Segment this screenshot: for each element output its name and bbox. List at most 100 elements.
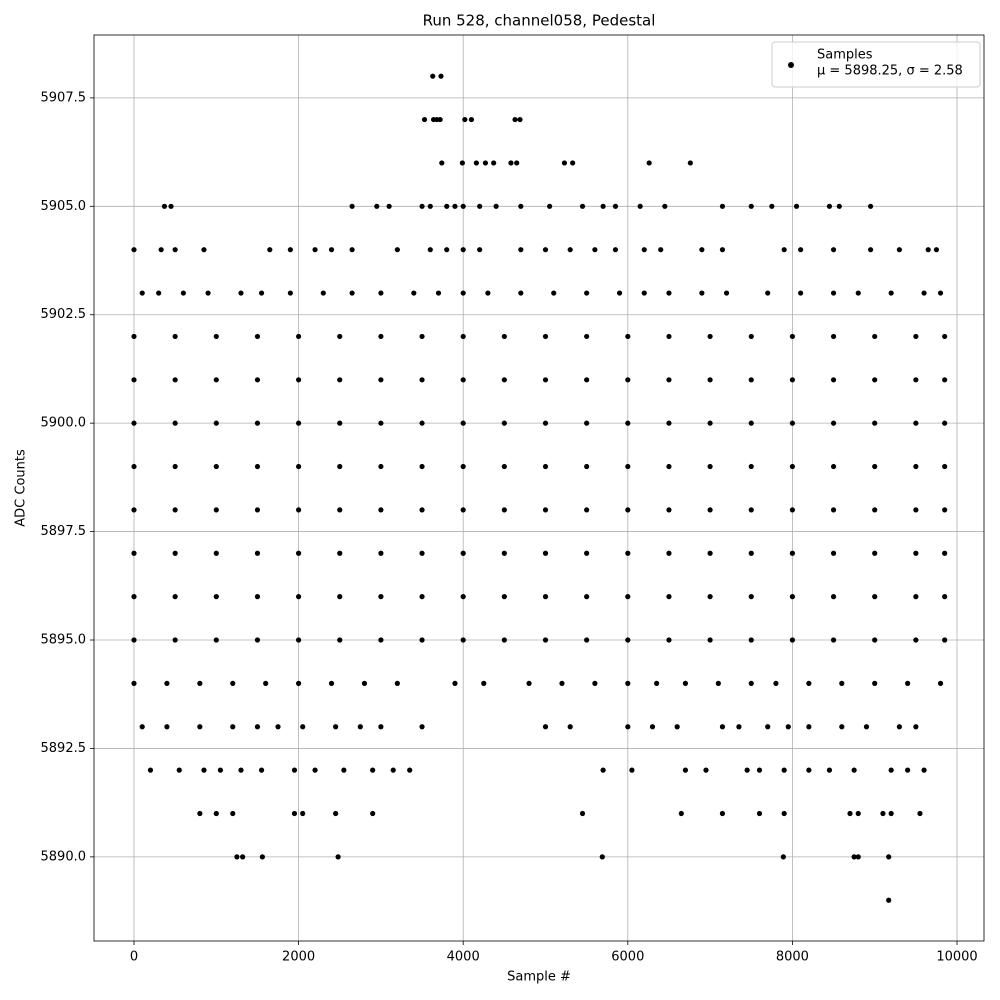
point (460, 290, 466, 296)
point (612, 247, 619, 253)
point (616, 290, 623, 296)
point (485, 290, 491, 296)
point (579, 203, 586, 209)
point (570, 160, 576, 166)
point (637, 203, 643, 209)
point (933, 247, 940, 253)
point (678, 810, 684, 817)
point (699, 247, 705, 253)
point (584, 377, 590, 383)
point (666, 290, 672, 296)
point (197, 724, 203, 730)
point (460, 420, 466, 426)
point (867, 203, 874, 209)
point (880, 810, 886, 817)
point (337, 594, 343, 600)
point (357, 724, 363, 730)
point (872, 507, 878, 513)
point (526, 680, 532, 686)
point (830, 377, 837, 383)
point (230, 810, 236, 817)
point (131, 377, 137, 383)
point (295, 594, 302, 600)
point (386, 203, 392, 209)
point (460, 637, 466, 643)
point (584, 463, 590, 470)
point (291, 767, 298, 773)
point (493, 203, 499, 209)
point (147, 767, 154, 773)
point (872, 637, 878, 643)
point (839, 680, 845, 686)
point (748, 420, 754, 426)
point (748, 637, 754, 643)
point (300, 724, 306, 730)
point (542, 377, 549, 383)
point (719, 203, 726, 209)
point (213, 810, 219, 817)
point (131, 594, 137, 600)
point (254, 550, 261, 556)
point (584, 550, 590, 556)
point (806, 724, 812, 730)
point (258, 767, 265, 773)
point (707, 594, 713, 600)
point (158, 247, 164, 253)
point (501, 507, 507, 513)
point (707, 550, 713, 556)
point (913, 463, 919, 470)
point (460, 203, 466, 209)
point (320, 290, 326, 296)
point (390, 767, 396, 773)
point (230, 724, 236, 730)
point (512, 116, 518, 123)
point (905, 767, 911, 773)
point (378, 550, 384, 556)
point (295, 507, 302, 513)
point (419, 594, 425, 600)
point (230, 680, 236, 686)
grid: 0 2000 4000 6000 8000 10000 5890.0 5892.5 5895.0… (41, 35, 984, 965)
point (254, 637, 261, 643)
point (213, 463, 219, 470)
point (501, 594, 507, 600)
point (287, 290, 293, 296)
point (830, 637, 837, 643)
point (427, 203, 433, 209)
point (337, 377, 343, 383)
point (666, 550, 672, 556)
point (508, 160, 514, 166)
point (263, 680, 269, 686)
point (542, 637, 549, 643)
point (444, 203, 450, 209)
point (913, 377, 919, 383)
point (942, 377, 948, 383)
point (258, 290, 265, 296)
point (793, 203, 800, 209)
point (291, 810, 298, 817)
point (254, 377, 261, 383)
point (168, 203, 174, 209)
point (201, 247, 207, 253)
point (658, 247, 664, 253)
point (584, 420, 590, 426)
point (748, 203, 754, 209)
point (460, 550, 466, 556)
point (748, 550, 754, 556)
point (719, 247, 726, 253)
point (872, 333, 878, 340)
point (826, 203, 833, 209)
point (341, 767, 347, 773)
point (131, 333, 137, 340)
point (460, 594, 466, 600)
point (131, 680, 137, 686)
point (131, 247, 137, 253)
point (172, 463, 178, 470)
point (378, 420, 384, 426)
point (925, 247, 931, 253)
point (625, 420, 631, 426)
point (785, 724, 791, 730)
point (641, 247, 647, 253)
point (612, 203, 619, 209)
